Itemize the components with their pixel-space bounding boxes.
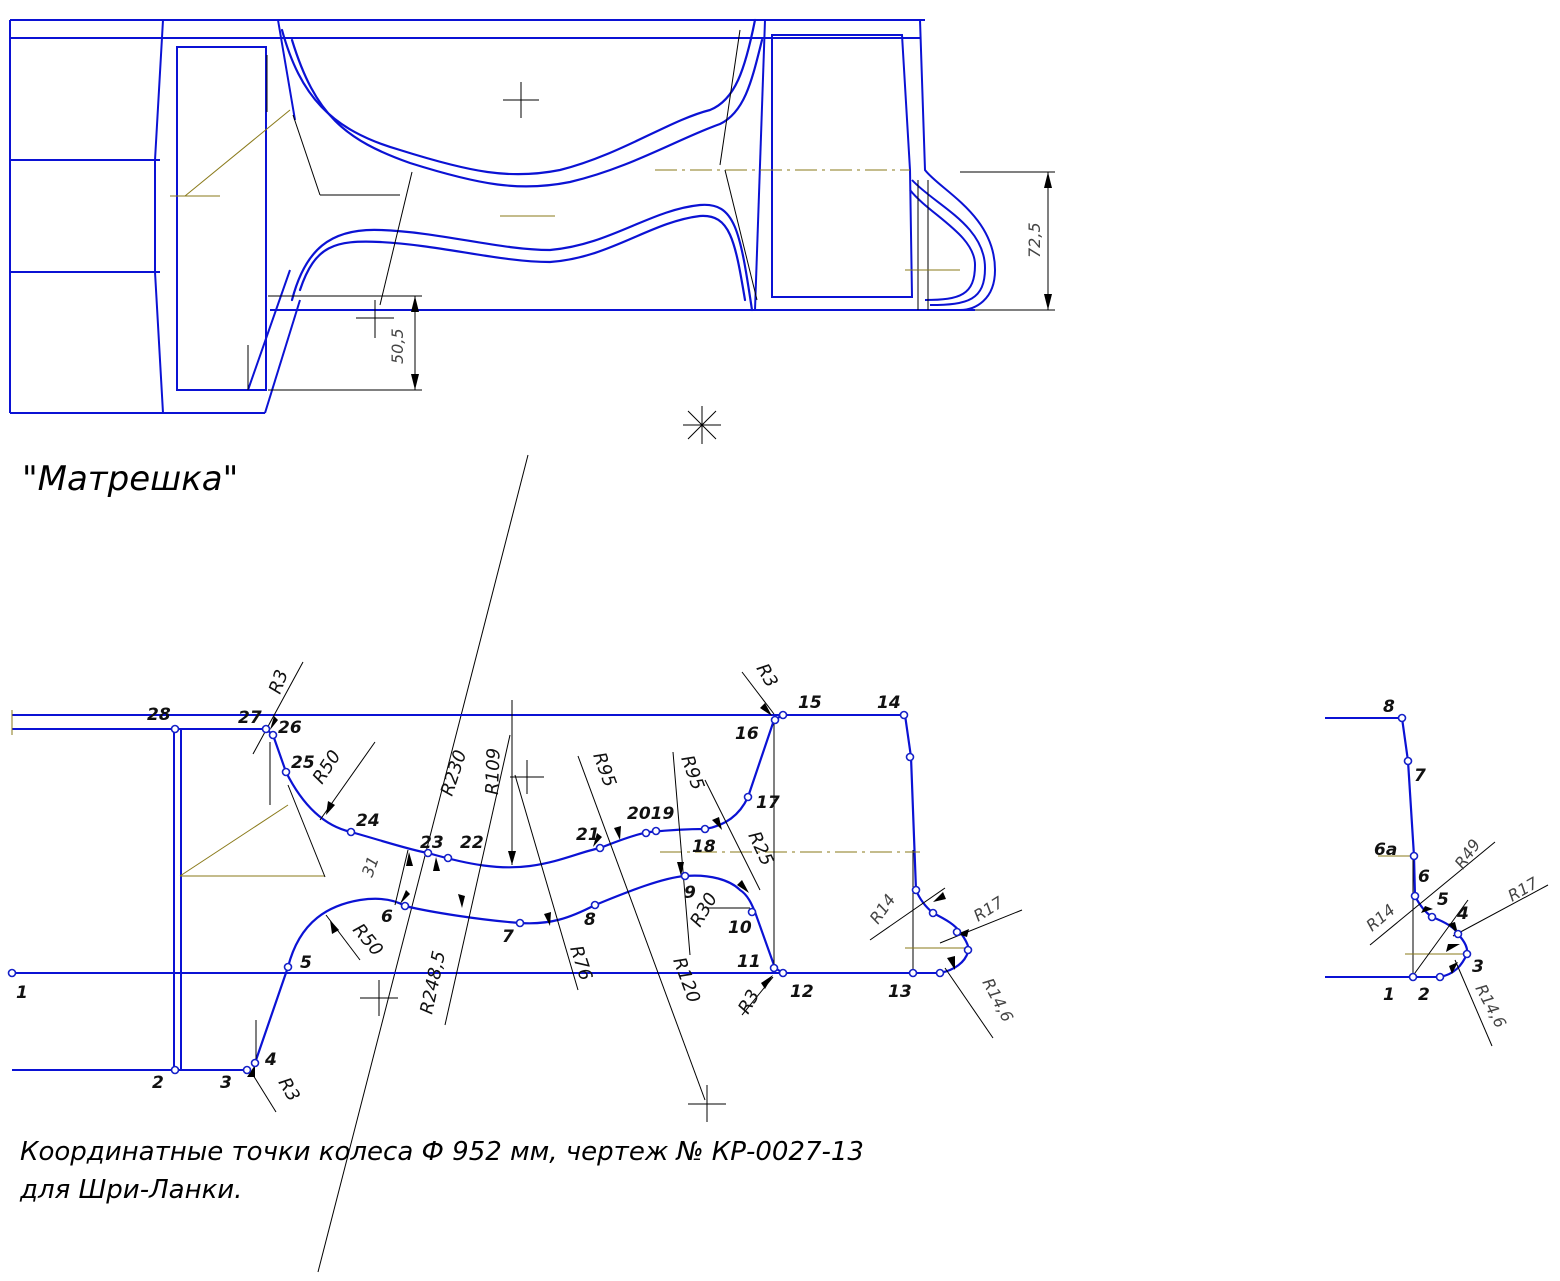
point-label-14: 14 <box>877 693 901 713</box>
profile-point-markers <box>7 710 973 1075</box>
point-label-22: 22 <box>460 833 484 853</box>
point-label-1: 1 <box>16 983 28 1003</box>
point-label-2: 2 <box>152 1073 164 1093</box>
detail-point-label-1: 1 <box>1383 985 1395 1005</box>
radius-r14-6: R14,6 <box>978 975 1017 1025</box>
detail-point-label-3: 3 <box>1472 957 1484 977</box>
point-label-18: 18 <box>692 837 716 857</box>
radius-r230: R230 <box>437 747 471 798</box>
caption-line-1: Координатные точки колеса Ф 952 мм, черт… <box>20 1137 864 1167</box>
detail-point-label-7: 7 <box>1414 766 1426 786</box>
top-view: 72,5 50,5 <box>9 18 1055 444</box>
radius-r76: R76 <box>565 943 596 983</box>
radius-r14: R14 <box>866 891 900 928</box>
radius-r25: R25 <box>743 828 777 869</box>
point-label-17: 17 <box>756 793 780 813</box>
point-label-24: 24 <box>356 811 380 831</box>
detail-point-label-5: 5 <box>1437 890 1449 910</box>
detail-view: 1 2 3 4 5 6 6a 7 8 R14 R49 R17 R14,6 <box>1325 697 1549 1047</box>
point-label-13: 13 <box>888 982 912 1002</box>
point-label-10: 10 <box>728 918 752 938</box>
radius-r3-bottom-left: R3 <box>274 1074 304 1105</box>
dimension-50-5: 50,5 <box>388 328 407 364</box>
point-label-9: 9 <box>684 883 696 903</box>
detail-point-label-8: 8 <box>1383 697 1395 717</box>
radius-r95-a: R95 <box>588 750 620 790</box>
point-label-16: 16 <box>735 724 759 744</box>
profile-point-labels: 1 2 3 4 5 6 7 8 9 10 11 12 13 14 15 16 1… <box>16 693 912 1093</box>
point-label-21: 21 <box>576 825 600 845</box>
point-label-15: 15 <box>798 693 822 713</box>
detail-radius-r17: R17 <box>1505 873 1542 906</box>
point-label-27: 27 <box>238 708 262 728</box>
point-label-26: 26 <box>278 718 302 738</box>
radius-r3-top-left: R3 <box>265 667 293 697</box>
drawing-title: "Матрешка" <box>22 459 238 499</box>
point-label-28: 28 <box>147 705 171 725</box>
radius-r3-top-right: R3 <box>752 660 782 691</box>
dimension-72-5: 72,5 <box>1025 222 1044 258</box>
detail-point-label-6: 6 <box>1418 867 1430 887</box>
detail-radius-r49: R49 <box>1451 836 1485 873</box>
radius-r120: R120 <box>668 955 704 1006</box>
detail-radius-r14-6: R14,6 <box>1471 981 1510 1031</box>
point-label-6: 6 <box>381 907 393 927</box>
point-label-25: 25 <box>291 753 315 773</box>
detail-radius-r14: R14 <box>1362 900 1398 935</box>
radius-r17: R17 <box>970 892 1007 925</box>
point-label-3: 3 <box>220 1073 232 1093</box>
point-label-23: 23 <box>420 833 444 853</box>
point-label-8: 8 <box>584 910 596 930</box>
radius-r95-b: R95 <box>676 753 708 793</box>
point-label-2019: 2019 <box>627 804 674 824</box>
radius-r3-bottom-right: R3 <box>734 986 764 1017</box>
radius-r248-5: R248,5 <box>416 949 450 1016</box>
detail-point-label-2: 2 <box>1418 985 1430 1005</box>
point-label-4: 4 <box>264 1050 277 1070</box>
point-label-5: 5 <box>300 953 312 973</box>
detail-point-label-6a: 6a <box>1374 840 1397 860</box>
caption-line-2: для Шри-Ланки. <box>19 1175 242 1205</box>
detail-point-label-4: 4 <box>1456 904 1469 924</box>
point-label-12: 12 <box>790 982 814 1002</box>
main-profile <box>11 661 1023 1122</box>
point-label-11: 11 <box>737 952 761 972</box>
radius-r109: R109 <box>482 748 505 796</box>
point-label-7: 7 <box>502 927 514 947</box>
dimension-31: 31 <box>358 854 383 880</box>
